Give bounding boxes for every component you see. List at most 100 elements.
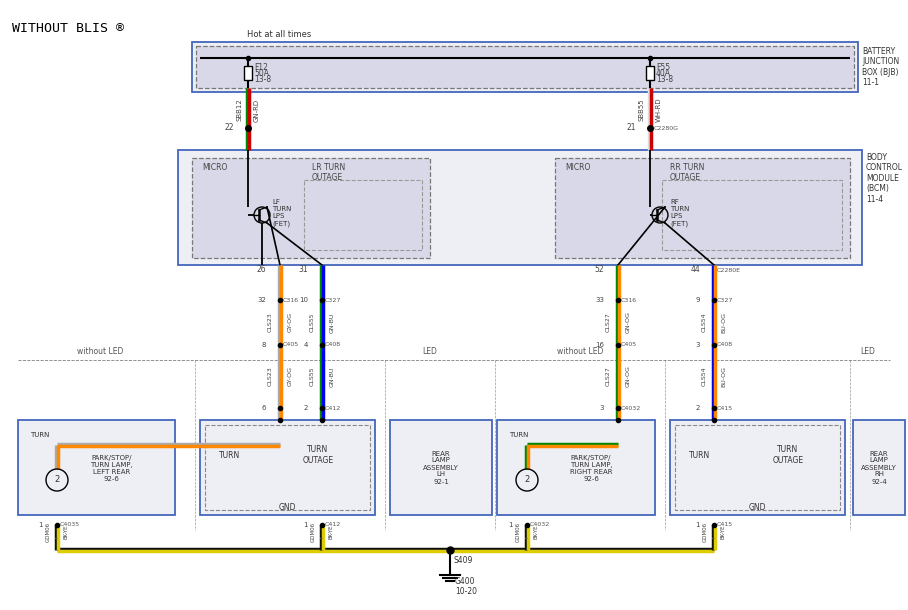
Text: 50A: 50A (254, 68, 269, 77)
Bar (853, 420, 905, 515)
Text: 4: 4 (303, 342, 308, 348)
Text: 26: 26 (256, 265, 266, 275)
Text: 33: 33 (595, 297, 604, 303)
Text: 9: 9 (696, 297, 700, 303)
Bar (192, 42, 858, 92)
Text: CLS27: CLS27 (606, 312, 610, 332)
Text: 16: 16 (595, 342, 604, 348)
Text: BK-YE: BK-YE (534, 524, 538, 539)
Text: CLS23: CLS23 (268, 312, 272, 332)
Text: CLS55: CLS55 (310, 367, 314, 386)
Text: 44: 44 (690, 265, 700, 275)
Text: 2: 2 (54, 476, 60, 484)
Text: CLS54: CLS54 (702, 313, 706, 332)
Text: 32: 32 (257, 297, 266, 303)
Text: 40A: 40A (656, 68, 671, 77)
Text: CLS23: CLS23 (268, 367, 272, 386)
Text: TURN: TURN (220, 451, 241, 459)
Text: Hot at all times: Hot at all times (247, 30, 311, 39)
Text: C4032: C4032 (621, 406, 641, 411)
Bar (192, 158, 430, 258)
Text: GN-OG: GN-OG (626, 312, 630, 334)
Text: 13-8: 13-8 (656, 74, 673, 84)
Text: MICRO: MICRO (565, 163, 590, 172)
Bar (200, 420, 375, 515)
Text: WH-RD: WH-RD (656, 98, 662, 123)
Text: C327: C327 (325, 298, 341, 303)
Bar (662, 180, 842, 250)
Text: TURN: TURN (689, 451, 711, 459)
Bar (646, 66, 654, 80)
Text: C408: C408 (717, 342, 733, 348)
Text: without LED: without LED (77, 347, 123, 356)
Text: GY-OG: GY-OG (288, 312, 292, 332)
Bar (178, 150, 862, 265)
Text: LED: LED (861, 347, 875, 356)
Text: GDM06: GDM06 (311, 522, 315, 542)
Text: GN-BU: GN-BU (330, 312, 334, 332)
Bar (675, 425, 840, 510)
Text: REAR
LAMP
ASSEMBLY
LH
92-1: REAR LAMP ASSEMBLY LH 92-1 (423, 451, 459, 484)
Text: GY-OG: GY-OG (288, 367, 292, 387)
Bar (670, 420, 845, 515)
Bar (304, 180, 422, 250)
Text: GND: GND (279, 503, 296, 512)
Text: 2: 2 (303, 405, 308, 411)
Text: TURN
OUTAGE: TURN OUTAGE (773, 445, 804, 465)
Text: SBB55: SBB55 (638, 99, 644, 121)
Text: GN-BU: GN-BU (330, 367, 334, 387)
Text: GDM06: GDM06 (45, 522, 51, 542)
Text: GDM06: GDM06 (516, 522, 520, 542)
Bar (497, 420, 655, 515)
Bar (244, 66, 252, 80)
Text: 1: 1 (38, 522, 43, 528)
Text: BATTERY
JUNCTION
BOX (BJB)
11-1: BATTERY JUNCTION BOX (BJB) 11-1 (862, 47, 899, 87)
Text: C412: C412 (325, 406, 341, 411)
Text: 6: 6 (262, 405, 266, 411)
Text: LF
TURN
LPS
(FET): LF TURN LPS (FET) (272, 199, 291, 227)
Text: BODY
CONTROL
MODULE
(BCM)
11-4: BODY CONTROL MODULE (BCM) 11-4 (866, 153, 903, 204)
Text: C408: C408 (325, 342, 341, 348)
Text: 22: 22 (224, 123, 234, 132)
Text: C415: C415 (717, 523, 733, 528)
Text: TURN: TURN (30, 432, 50, 438)
Text: C327: C327 (717, 298, 734, 303)
Text: 2: 2 (525, 476, 529, 484)
Text: 13-8: 13-8 (254, 74, 271, 84)
Text: TURN: TURN (509, 432, 528, 438)
Text: CLS54: CLS54 (702, 367, 706, 386)
Text: C412: C412 (325, 523, 341, 528)
Text: GN-RD: GN-RD (254, 98, 260, 121)
Text: 31: 31 (299, 265, 308, 275)
Text: RF
TURN
LPS
(FET): RF TURN LPS (FET) (670, 199, 689, 227)
Text: C405: C405 (283, 342, 299, 348)
Text: 21: 21 (627, 123, 636, 132)
Text: without LED: without LED (557, 347, 603, 356)
Text: 2: 2 (696, 405, 700, 411)
Text: F12: F12 (254, 62, 268, 71)
Text: WITHOUT BLIS ®: WITHOUT BLIS ® (12, 21, 124, 35)
Text: S409: S409 (454, 556, 473, 565)
Text: 1: 1 (303, 522, 308, 528)
Text: BU-OG: BU-OG (722, 312, 726, 333)
Text: C405: C405 (621, 342, 637, 348)
Text: C415: C415 (717, 406, 733, 411)
Text: F55: F55 (656, 62, 670, 71)
Text: MICRO: MICRO (202, 163, 227, 172)
Text: TURN
OUTAGE: TURN OUTAGE (302, 445, 333, 465)
Text: C4032: C4032 (530, 523, 550, 528)
Text: PARK/STOP/
TURN LAMP,
RIGHT REAR
92-6: PARK/STOP/ TURN LAMP, RIGHT REAR 92-6 (569, 455, 612, 482)
Text: LED: LED (422, 347, 438, 356)
Text: GDM06: GDM06 (703, 522, 707, 542)
Text: 3: 3 (696, 342, 700, 348)
Text: PARK/STOP/
TURN LAMP,
LEFT REAR
92-6: PARK/STOP/ TURN LAMP, LEFT REAR 92-6 (90, 455, 133, 482)
Text: BK-YE: BK-YE (64, 524, 68, 539)
Text: C2280E: C2280E (717, 268, 741, 273)
Text: C4035: C4035 (60, 523, 80, 528)
Text: 8: 8 (262, 342, 266, 348)
Text: BU-OG: BU-OG (722, 366, 726, 387)
Text: C316: C316 (621, 298, 637, 303)
Bar (196, 46, 854, 88)
Text: C2280G: C2280G (654, 126, 679, 131)
Text: CLS55: CLS55 (310, 313, 314, 332)
